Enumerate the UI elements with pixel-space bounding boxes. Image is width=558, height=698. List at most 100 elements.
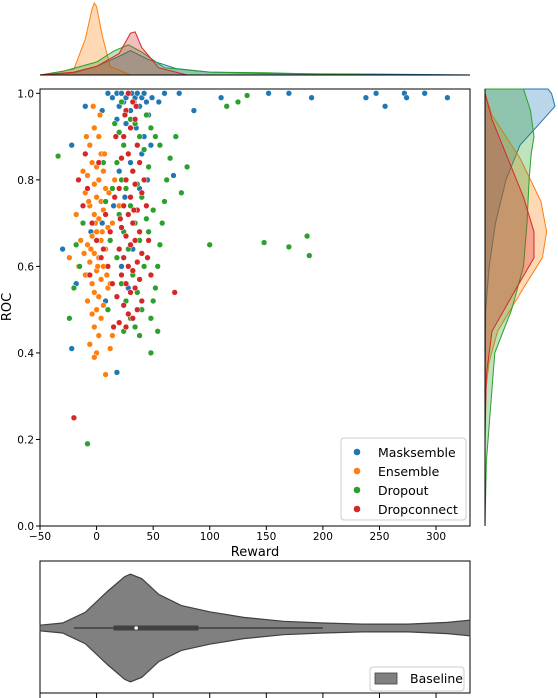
scatter-point-dropconnect bbox=[129, 98, 136, 106]
scatter-point-dropconnect bbox=[136, 159, 143, 166]
y-tick-label: 0.6 bbox=[17, 261, 34, 273]
scatter-point-ensemble bbox=[84, 172, 91, 179]
right-marginal-density bbox=[484, 88, 556, 527]
scatter-point-dropconnect bbox=[129, 168, 136, 175]
scatter-point-dropconnect bbox=[131, 237, 139, 244]
violin-legend-label: Baseline bbox=[410, 671, 463, 686]
scatter-point-dropout bbox=[111, 120, 118, 127]
scatter-point-ensemble bbox=[101, 150, 108, 158]
scatter-point-dropconnect bbox=[111, 194, 118, 201]
scatter-point-dropout bbox=[161, 198, 168, 205]
scatter-point-ensemble bbox=[91, 354, 98, 361]
scatter-point-dropout bbox=[163, 176, 170, 184]
scatter-point-masksemble bbox=[140, 90, 148, 97]
scatter-point-dropconnect bbox=[120, 133, 127, 140]
x-tick-label: 250 bbox=[369, 531, 389, 543]
scatter-point-dropconnect bbox=[136, 276, 143, 283]
y-tick-label: 0.4 bbox=[17, 348, 34, 360]
scatter-point-masksemble bbox=[155, 98, 162, 106]
scatter-point-masksemble bbox=[68, 142, 75, 149]
scatter-point-ensemble bbox=[91, 323, 98, 331]
scatter-point-masksemble bbox=[109, 94, 116, 101]
scatter-point-dropout bbox=[159, 219, 166, 227]
scatter-point-masksemble bbox=[116, 168, 123, 175]
scatter-point-ensemble bbox=[88, 280, 96, 287]
scatter-point-dropconnect bbox=[127, 194, 134, 201]
scatter-point-masksemble bbox=[113, 369, 121, 376]
scatter-point-dropout bbox=[223, 103, 230, 110]
x-tick-label: 150 bbox=[256, 531, 276, 543]
scatter-point-masksemble bbox=[134, 90, 141, 97]
scatter-point-dropconnect bbox=[131, 116, 139, 123]
scatter-point-ensemble bbox=[90, 103, 97, 110]
x-tick-label: 0 bbox=[93, 531, 100, 543]
scatter-point-dropout bbox=[54, 152, 62, 160]
scatter-point-dropout bbox=[118, 98, 125, 106]
scatter-point-dropconnect bbox=[113, 293, 121, 300]
scatter-point-ensemble bbox=[88, 310, 96, 318]
scatter-point-ensemble bbox=[95, 176, 102, 184]
scatter-point-dropconnect bbox=[122, 232, 130, 240]
scatter-point-ensemble bbox=[66, 254, 73, 261]
scatter-point-dropconnect bbox=[129, 267, 136, 274]
scatter-point-dropout bbox=[102, 198, 109, 205]
scatter-point-dropout bbox=[147, 315, 155, 322]
scatter-point-masksemble bbox=[118, 263, 125, 270]
scatter-point-ensemble bbox=[100, 302, 107, 309]
scatter-point-masksemble bbox=[121, 194, 129, 201]
scatter-point-dropout bbox=[206, 241, 213, 248]
scatter-point-dropconnect bbox=[79, 202, 87, 209]
scatter-point-dropout bbox=[116, 129, 123, 136]
scatter-point-ensemble bbox=[93, 306, 100, 313]
scatter-point-ensemble bbox=[95, 133, 102, 140]
scatter-point-ensemble bbox=[97, 315, 105, 322]
scatter-point-dropout bbox=[113, 159, 121, 166]
scatter-point-masksemble bbox=[147, 142, 155, 149]
scatter-point-dropout bbox=[70, 284, 78, 292]
scatter-point-ensemble bbox=[85, 198, 92, 205]
scatter-point-dropout bbox=[152, 133, 159, 140]
x-axis-label: Reward bbox=[231, 545, 279, 560]
scatter-point-dropout bbox=[131, 323, 139, 331]
scatter-point-masksemble bbox=[372, 90, 380, 97]
scatter-point-dropout bbox=[127, 202, 134, 209]
scatter-point-dropconnect bbox=[107, 228, 114, 235]
scatter-point-dropconnect bbox=[117, 215, 124, 222]
legend-marker-dropout bbox=[353, 486, 361, 494]
scatter-point-dropout bbox=[104, 306, 112, 313]
scatter-point-ensemble bbox=[93, 194, 100, 201]
violin-legend-swatch bbox=[374, 672, 398, 685]
baseline-violin bbox=[39, 573, 471, 683]
x-tick-label: 100 bbox=[200, 531, 220, 543]
scatter-point-masksemble bbox=[362, 94, 370, 101]
scatter-point-dropconnect bbox=[84, 185, 91, 192]
scatter-point-dropconnect bbox=[134, 258, 141, 266]
legend-marker-dropconnect bbox=[353, 505, 361, 513]
scatter-point-dropout bbox=[140, 146, 148, 153]
scatter-point-dropout bbox=[143, 111, 150, 119]
scatter-point-dropconnect bbox=[127, 289, 134, 296]
scatter-point-dropconnect bbox=[116, 245, 123, 253]
scatter-point-ensemble bbox=[73, 211, 80, 218]
scatter-point-dropconnect bbox=[138, 189, 145, 196]
scatter-point-dropout bbox=[109, 185, 116, 192]
scatter-point-dropconnect bbox=[125, 211, 132, 218]
scatter-point-dropout bbox=[136, 133, 143, 140]
scatter-point-ensemble bbox=[96, 111, 104, 119]
scatter-point-dropconnect bbox=[104, 263, 112, 270]
scatter-plot: −50 0 50 100 150 200 250 300 0.0 0.2 0.4 0.6 0.8 1.0… bbox=[0, 88, 471, 560]
scatter-point-dropconnect bbox=[145, 237, 152, 244]
scatter-point-masksemble bbox=[104, 90, 112, 97]
violin-x-ticks bbox=[39, 693, 437, 698]
x-tick-label: 300 bbox=[426, 531, 446, 543]
scatter-point-dropconnect bbox=[171, 289, 178, 296]
scatter-point-ensemble bbox=[109, 219, 116, 227]
scatter-point-ensemble bbox=[84, 241, 91, 248]
scatter-point-ensemble bbox=[105, 189, 113, 196]
scatter-point-dropconnect bbox=[133, 103, 140, 110]
scatter-point-dropconnect bbox=[122, 176, 130, 184]
scatter-point-dropout bbox=[306, 252, 313, 259]
scatter-point-dropconnect bbox=[120, 202, 127, 209]
scatter-point-dropout bbox=[178, 189, 185, 196]
scatter-point-dropout bbox=[147, 124, 155, 132]
